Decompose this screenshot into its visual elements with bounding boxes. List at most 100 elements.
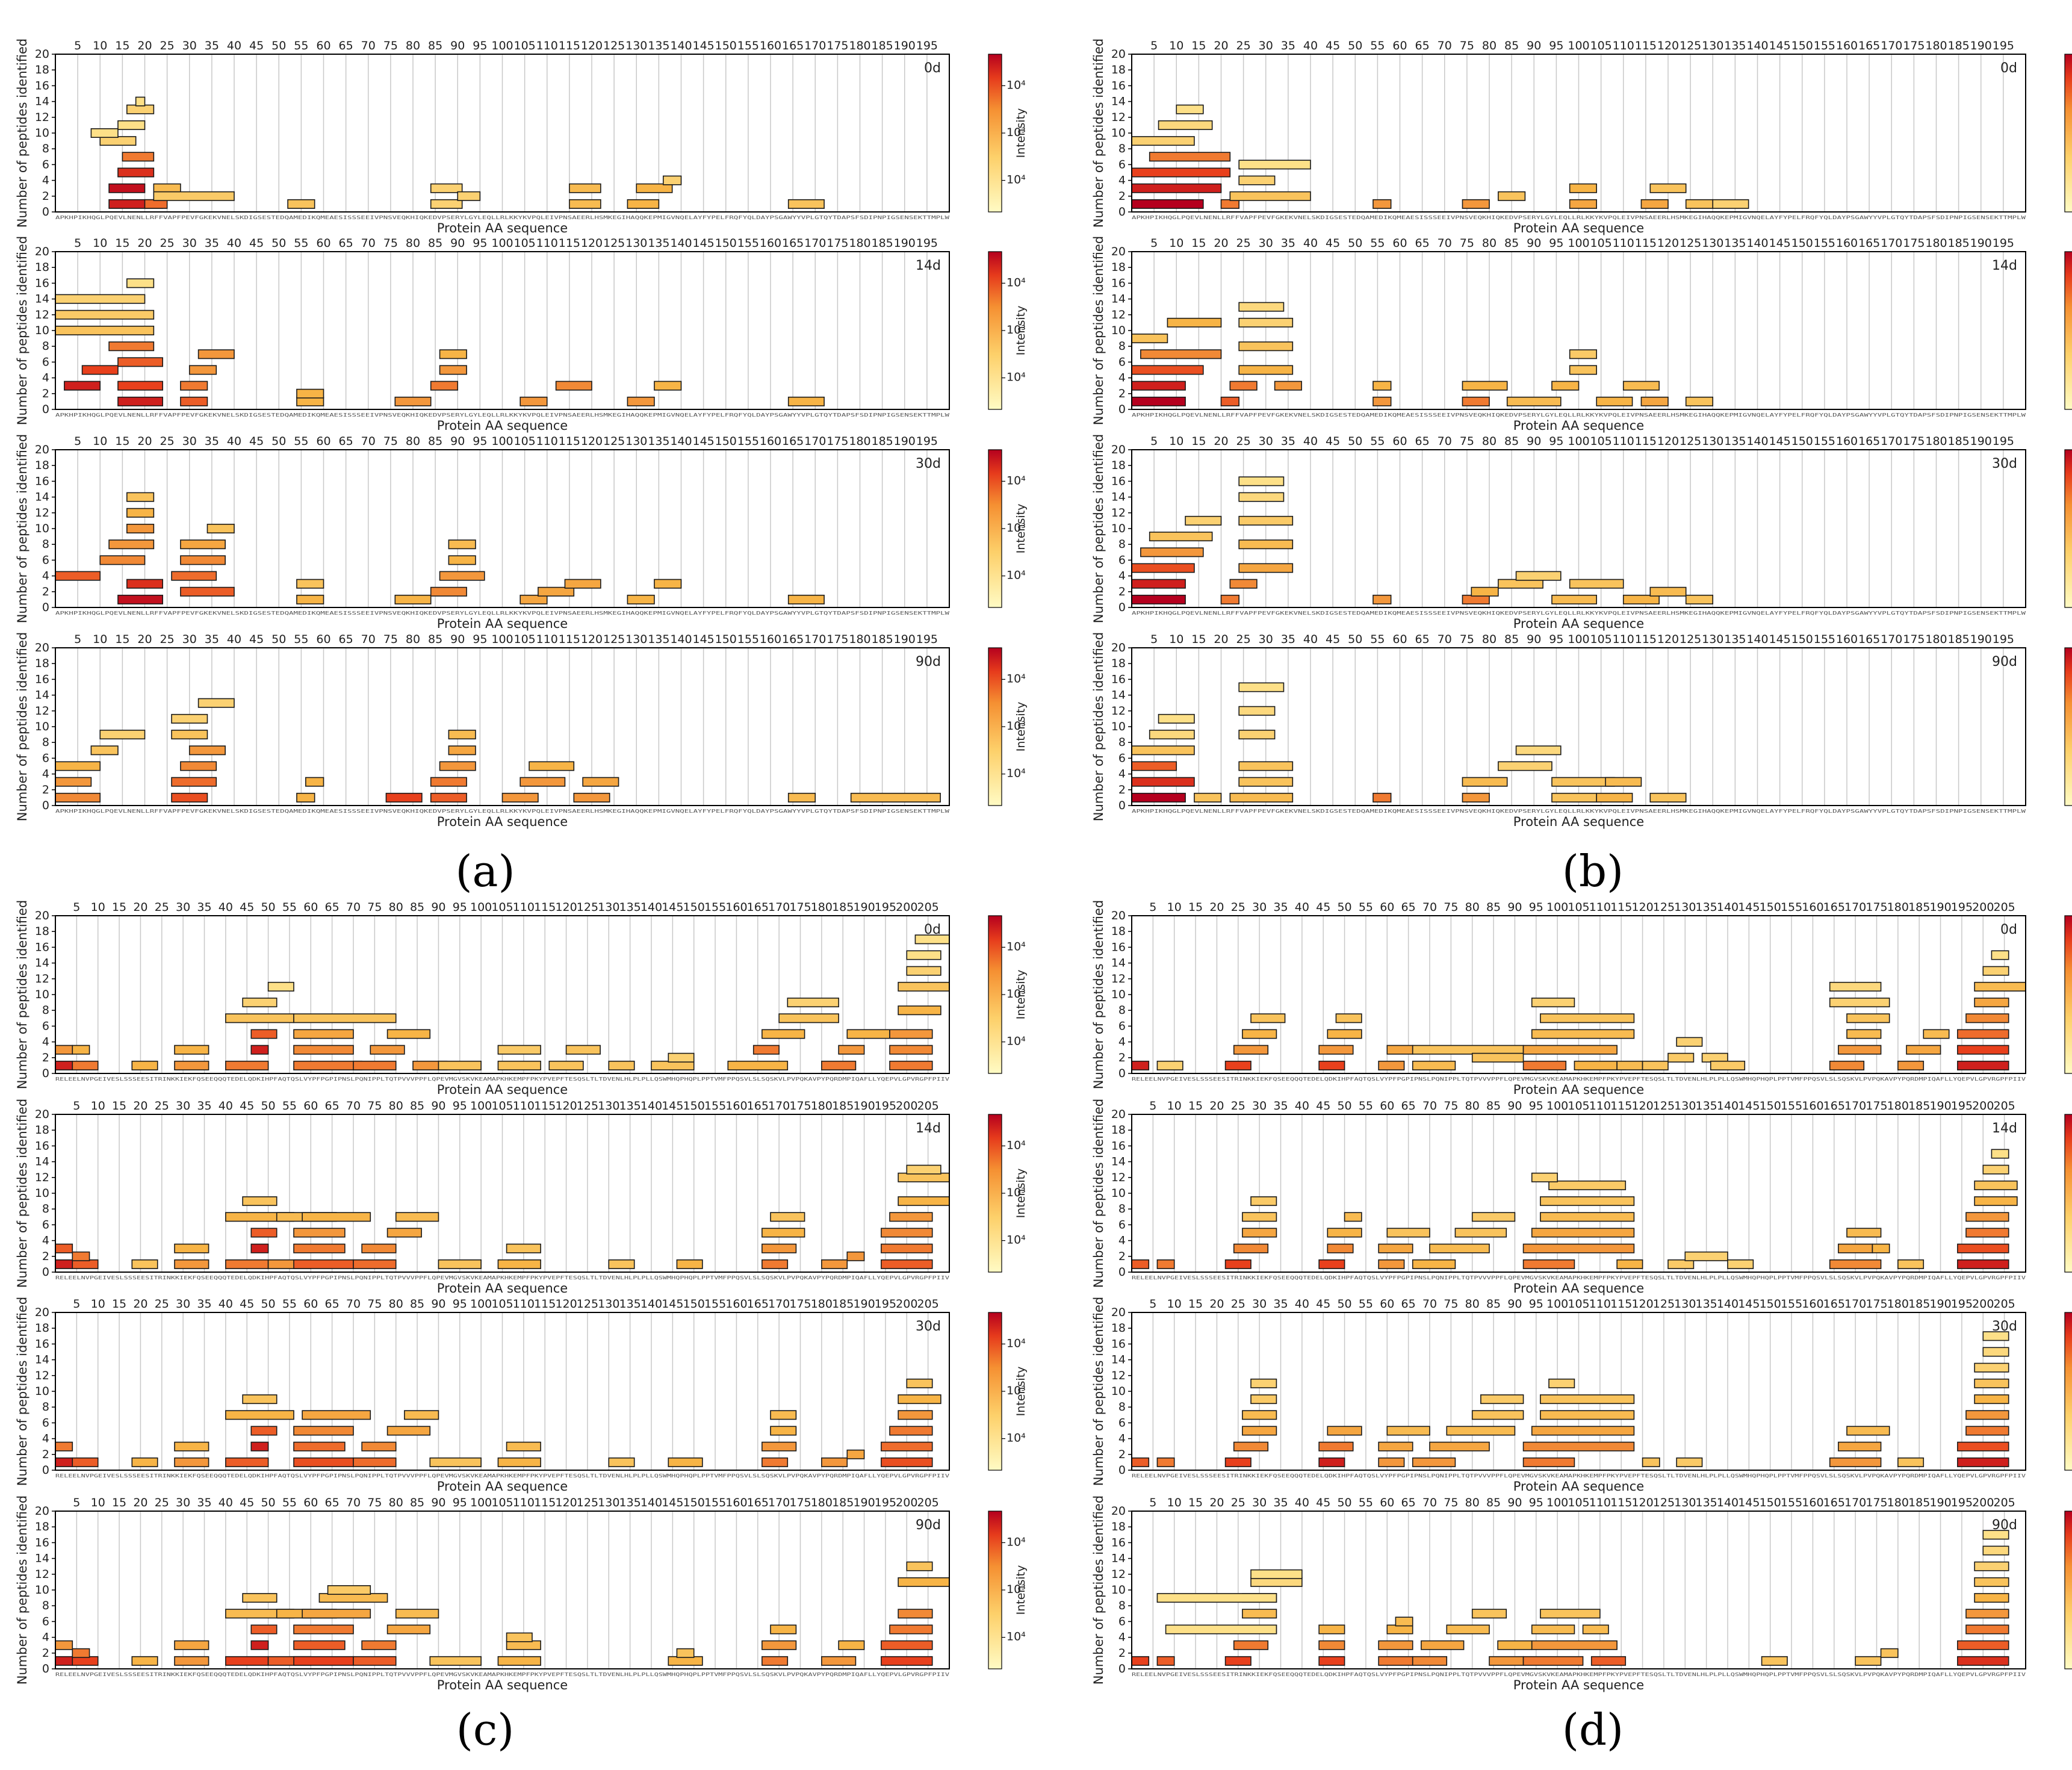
x-tick-label: 120 <box>1657 435 1679 448</box>
x-tick-label: 160 <box>1836 633 1858 646</box>
x-tick-label: 35 <box>205 435 219 448</box>
day-label: 90d <box>1992 1518 2017 1533</box>
peptide-bar <box>1569 365 1597 375</box>
peptide-bar <box>448 730 476 740</box>
x-tick-label: 135 <box>648 39 669 52</box>
y-tick-label: 10 <box>1111 1385 1126 1398</box>
colorbar-tick-label: 10⁴ <box>1007 1630 1026 1644</box>
x-tick-label: 195 <box>875 901 896 914</box>
x-tick-label: 175 <box>789 901 811 914</box>
y-axis-label: Number of peptides identified <box>1091 900 1106 1089</box>
peptide-bar <box>250 1228 278 1238</box>
y-tick-label: 2 <box>1118 190 1126 203</box>
x-tick-label: 20 <box>133 1099 147 1113</box>
y-tick-label: 10 <box>35 1583 49 1597</box>
x-tick-label: 45 <box>1326 435 1340 448</box>
x-tick-label: 70 <box>1438 435 1452 448</box>
peptide-bar <box>821 1060 857 1070</box>
x-tick-label: 150 <box>715 633 737 646</box>
x-tick-label: 90 <box>1527 237 1541 250</box>
y-tick-label: 2 <box>42 783 49 796</box>
y-axis-label: Number of peptides identified <box>15 236 29 425</box>
x-tick-label: 15 <box>1188 1496 1203 1509</box>
x-tick-label: 90 <box>1527 39 1541 52</box>
x-tick-label: 25 <box>1236 633 1251 646</box>
peptide-bar <box>1238 492 1285 502</box>
peptide-bar <box>1274 380 1302 391</box>
peptide-bar <box>1229 191 1311 201</box>
peptide-bar <box>1378 1457 1405 1467</box>
peptide-bar <box>1220 594 1240 604</box>
x-tick-label: 125 <box>603 435 625 448</box>
peptide-bar <box>1131 579 1186 589</box>
x-tick-label: 5 <box>1149 1099 1156 1113</box>
peptide-bar <box>1957 1457 2009 1467</box>
peptide-bar <box>353 1656 397 1666</box>
x-tick-label: 70 <box>346 1297 361 1311</box>
peptide-bar <box>126 104 155 114</box>
peptide-bar <box>1131 365 1204 375</box>
peptide-bar <box>548 1060 584 1070</box>
peptide-bar <box>126 508 155 518</box>
x-tick-label: 75 <box>1444 1099 1458 1113</box>
x-tick-label: 135 <box>1724 435 1746 448</box>
x-tick-label: 85 <box>428 39 442 52</box>
x-tick-label: 5 <box>73 1297 80 1311</box>
x-tick-label: 65 <box>1401 901 1416 914</box>
y-tick-label: 6 <box>1118 355 1126 368</box>
x-tick-label: 205 <box>917 1496 939 1509</box>
x-tick-label: 100 <box>1568 435 1589 448</box>
x-tick-label: 95 <box>453 901 467 914</box>
peptide-bar <box>1522 1441 1635 1452</box>
x-tick-label: 205 <box>917 1297 939 1311</box>
peptide-bar <box>1156 1259 1175 1269</box>
x-tick-label: 5 <box>74 237 81 250</box>
panel-b-label: (b) <box>1562 846 1624 896</box>
x-tick-label: 70 <box>361 39 376 52</box>
peptide-bar <box>1701 1052 1728 1063</box>
peptide-bar <box>1531 1228 1635 1238</box>
peptide-bar <box>180 586 235 597</box>
x-tick-label: 175 <box>827 237 848 250</box>
peptide-bar <box>898 1609 933 1619</box>
x-tick-label: 170 <box>804 633 826 646</box>
y-axis-label: Number of peptides identified <box>1091 39 1106 228</box>
x-tick-label: 90 <box>450 237 465 250</box>
peptide-bar <box>293 1259 354 1269</box>
x-tick-label: 40 <box>227 435 241 448</box>
x-tick-label: 195 <box>1951 1297 1973 1311</box>
x-tick-label: 170 <box>768 1297 790 1311</box>
peptide-bar <box>1242 1410 1277 1420</box>
peptide-bar <box>386 1228 422 1238</box>
x-tick-label: 85 <box>1504 435 1519 448</box>
peptide-bar <box>438 1259 482 1269</box>
x-tick-label: 55 <box>1370 237 1385 250</box>
x-tick-label: 175 <box>827 39 848 52</box>
peptide-bar <box>1131 183 1222 193</box>
peptide-bar <box>327 1585 371 1595</box>
peptide-bar <box>1373 792 1392 803</box>
x-tick-label: 160 <box>1802 901 1823 914</box>
x-tick-label: 130 <box>1674 901 1696 914</box>
peptide-bar <box>1667 1259 1695 1269</box>
x-tick-label: 10 <box>91 1099 105 1113</box>
x-tick-label: 140 <box>1746 39 1768 52</box>
x-tick-label: 20 <box>1214 237 1228 250</box>
peptide-bar <box>55 1243 73 1253</box>
x-tick-label: 10 <box>1167 901 1182 914</box>
peptide-bar <box>770 1624 797 1635</box>
x-tick-label: 195 <box>916 435 938 448</box>
sequence-strip: RELEELNVPGEIVESLSSSEESITRINKKIEKFQSEEQQQ… <box>55 1275 949 1281</box>
peptide-bar <box>385 792 423 803</box>
peptide-bar <box>1982 966 2009 976</box>
peptide-bar <box>55 1656 73 1666</box>
peptide-bar <box>171 777 217 787</box>
y-axis-label: Number of peptides identified <box>1091 1297 1106 1486</box>
y-tick-label: 18 <box>35 925 49 938</box>
peptide-bar <box>1569 199 1597 209</box>
x-tick-label: 155 <box>737 39 759 52</box>
x-tick-label: 45 <box>240 1496 254 1509</box>
peptide-bar <box>72 1656 99 1666</box>
x-tick-label: 200 <box>1972 1297 1994 1311</box>
peptide-bar <box>1412 1259 1456 1269</box>
